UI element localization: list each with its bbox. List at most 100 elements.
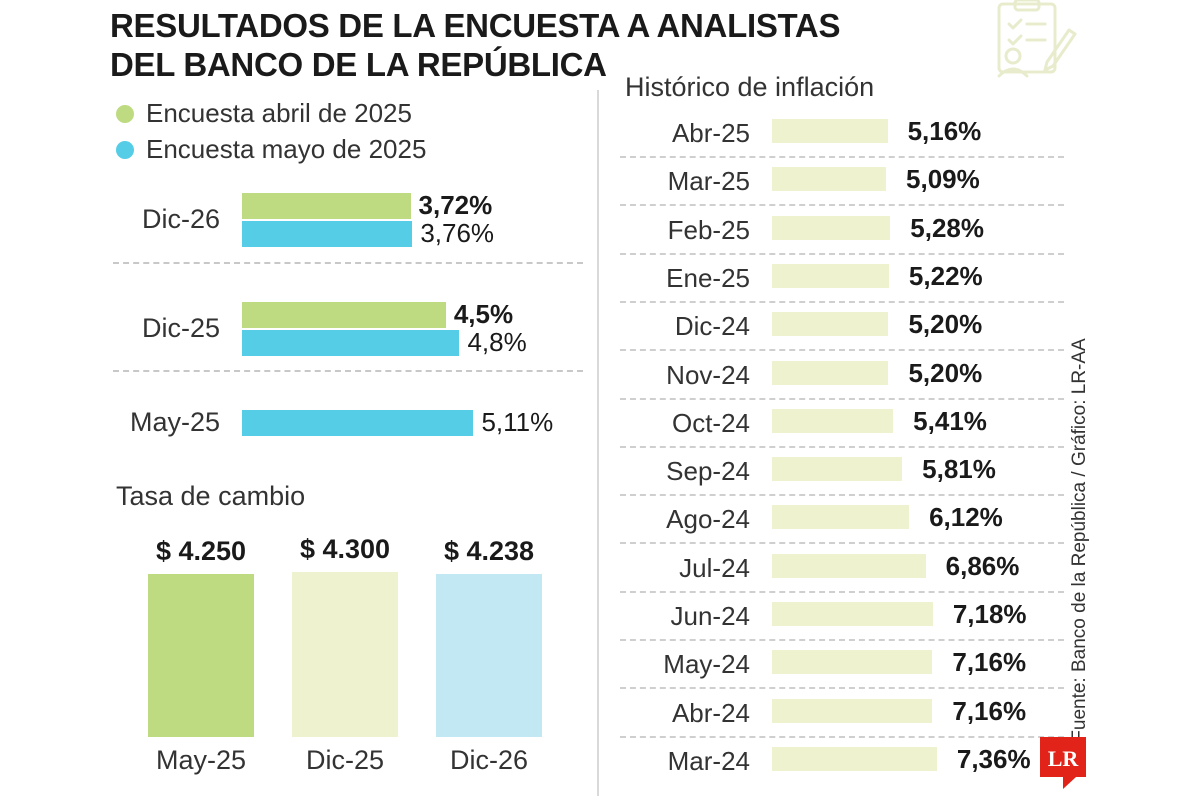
fx-category-label: May-25 <box>155 745 247 775</box>
history-category-label: Dic-24 <box>674 311 750 342</box>
history-row: Mar-25 5,09% <box>620 158 1064 207</box>
history-row-separator <box>620 735 1064 738</box>
fx-value-label: $ 4.300 <box>299 533 391 564</box>
history-category-label: Mar-25 <box>667 166 750 197</box>
history-value-label: 5,16% <box>907 116 982 146</box>
history-category-label: Nov-24 <box>666 359 750 390</box>
history-row: Abr-25 5,16% <box>620 110 1064 158</box>
history-row-separator <box>620 156 1064 158</box>
history-row: Abr-24 7,16% <box>620 690 1064 738</box>
history-bar <box>772 360 889 385</box>
fx-chart-title: Tasa de cambio <box>116 481 306 511</box>
history-value-label: 7,16% <box>952 647 1027 678</box>
history-chart-title: Histórico de inflación <box>625 72 875 102</box>
history-value-label: 5,22% <box>908 260 983 291</box>
fx-value-label: $ 4.238 <box>443 536 535 567</box>
history-row-separator <box>620 639 1064 641</box>
history-category-label: Oct-24 <box>671 407 750 438</box>
history-row-separator <box>620 397 1064 400</box>
history-row-separator <box>620 590 1064 593</box>
history-bar <box>772 602 933 626</box>
survey-bar <box>242 193 411 219</box>
history-value-label: 5,09% <box>906 164 980 195</box>
history-bar <box>772 312 889 337</box>
column-divider <box>597 90 599 796</box>
history-row: Mar-24 7,36% <box>620 738 1064 786</box>
survey-bar <box>242 302 446 328</box>
history-bar <box>772 215 891 240</box>
history-row: Ene-25 5,22% <box>620 255 1064 303</box>
history-value-label: 7,16% <box>952 695 1027 726</box>
history-value-label: 5,20% <box>908 357 983 388</box>
legend-item-april: Encuesta abril de 2025 <box>116 98 412 129</box>
survey-bar <box>242 221 413 247</box>
survey-category-label: Dic-25 <box>141 313 220 343</box>
history-value-label: 7,36% <box>956 743 1031 774</box>
history-row-separator <box>620 687 1064 690</box>
survey-row-separator <box>113 370 583 372</box>
history-row: Feb-25 5,28% <box>620 207 1064 255</box>
survey-checklist-icon <box>997 0 1077 78</box>
history-value-label: 6,86% <box>945 550 1020 581</box>
history-row-separator <box>620 494 1064 497</box>
lr-logo: LR <box>1040 737 1086 789</box>
history-row: Jun-24 7,18% <box>620 593 1064 641</box>
history-row: Jul-24 6,86% <box>620 545 1064 593</box>
fx-bar <box>436 574 542 737</box>
history-category-label: Abr-25 <box>671 118 750 148</box>
title-line-1: RESULTADOS DE LA ENCUESTA A ANALISTAS <box>110 7 841 44</box>
survey-bar <box>242 410 474 436</box>
history-bar <box>772 167 887 192</box>
history-value-label: 6,12% <box>929 502 1003 533</box>
history-row-separator <box>620 252 1064 255</box>
history-row: Oct-24 5,41% <box>620 400 1064 448</box>
survey-category-label: May-25 <box>129 407 220 437</box>
history-category-label: Mar-24 <box>667 745 750 776</box>
legend-swatch-april <box>116 104 134 123</box>
history-bar <box>772 553 926 578</box>
legend-label-april: Encuesta abril de 2025 <box>146 98 412 128</box>
history-bar <box>772 119 888 143</box>
survey-category-label: Dic-26 <box>141 204 220 234</box>
history-row-separator <box>620 349 1064 352</box>
history-row-separator <box>620 204 1064 207</box>
history-category-label: Feb-25 <box>667 214 750 245</box>
history-bar <box>772 457 903 482</box>
lr-logo-shape <box>1040 737 1086 789</box>
history-category-label: Ene-25 <box>666 262 750 293</box>
fx-category-label: Dic-25 <box>305 745 385 775</box>
history-category-label: Jun-24 <box>670 601 751 631</box>
chart-title: RESULTADOS DE LA ENCUESTA A ANALISTAS DE… <box>110 6 840 84</box>
fx-bar <box>148 573 254 737</box>
history-value-label: 5,20% <box>908 309 983 340</box>
history-row: Sep-24 5,81% <box>620 448 1064 497</box>
history-category-label: May-24 <box>663 649 750 680</box>
source-note: Fuente: Banco de la República / Gráfico:… <box>1069 338 1090 742</box>
lr-logo-text: LR <box>1048 746 1080 771</box>
history-bar <box>772 698 933 723</box>
legend-item-may: Encuesta mayo de 2025 <box>116 134 426 165</box>
history-row: Dic-24 5,20% <box>620 303 1064 352</box>
survey-value-label: 4,5% <box>453 299 514 329</box>
history-row: Nov-24 5,20% <box>620 352 1064 400</box>
history-row: May-24 7,16% <box>620 641 1064 690</box>
history-bar <box>772 650 933 675</box>
history-value-label: 7,18% <box>952 599 1027 629</box>
legend-swatch-may <box>116 140 134 159</box>
survey-row-separator <box>113 261 583 264</box>
history-row-separator <box>620 542 1064 545</box>
survey-bar <box>242 330 460 356</box>
title-line-2: DEL BANCO DE LA REPÚBLICA <box>110 46 607 83</box>
survey-value-label: 3,72% <box>418 190 493 220</box>
history-row-separator <box>620 300 1064 303</box>
history-bar <box>772 263 889 288</box>
history-row-separator <box>620 445 1064 448</box>
history-category-label: Ago-24 <box>666 504 750 535</box>
history-value-label: 5,81% <box>922 454 996 485</box>
survey-value-label: 4,8% <box>467 327 527 357</box>
history-value-label: 5,41% <box>913 405 987 436</box>
history-category-label: Jul-24 <box>679 552 750 583</box>
survey-value-label: 3,76% <box>420 218 495 248</box>
history-bar <box>772 746 937 771</box>
history-bar <box>772 408 894 433</box>
